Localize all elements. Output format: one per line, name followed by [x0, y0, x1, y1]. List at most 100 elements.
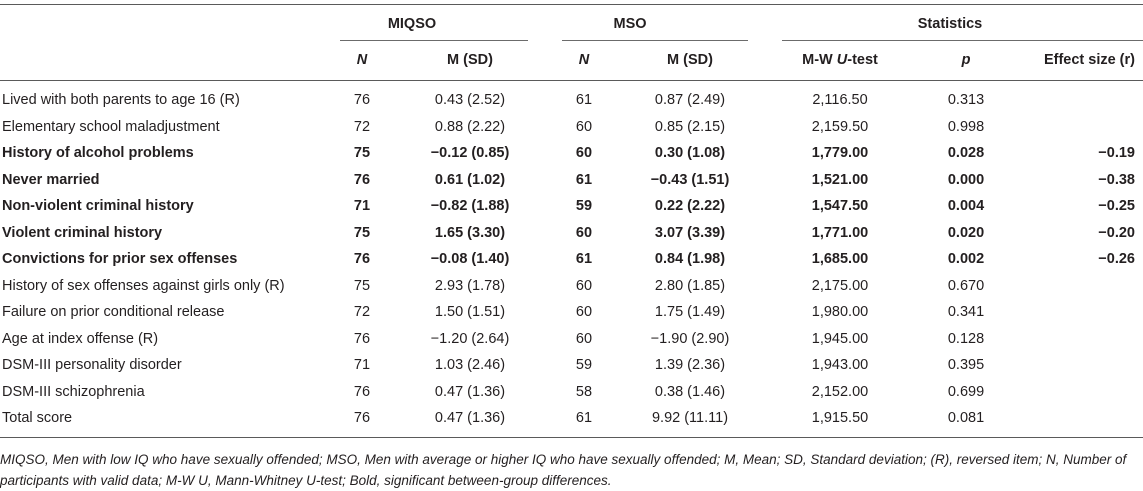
cell-n-mso: 59	[575, 357, 593, 373]
cell-msd-mso: 0.84 (1.98)	[654, 251, 726, 267]
row-label: Total score	[2, 410, 73, 426]
cell-mw-u: 1,915.50	[811, 410, 869, 426]
cell-n-mso: 60	[575, 304, 593, 320]
row-label: DSM-III schizophrenia	[2, 383, 145, 400]
cell-mw-u: 1,685.00	[811, 251, 869, 267]
cell-n-mso: 59	[575, 198, 593, 214]
cell-mw-u: 2,159.50	[811, 118, 869, 135]
row-label: History of alcohol problems	[2, 145, 194, 161]
cell-msd-miqso: 0.61 (1.02)	[434, 171, 506, 188]
cell-n-miqso: 72	[353, 304, 371, 320]
row-label: Convictions for prior sex offenses	[2, 251, 238, 267]
cell-n-miqso: 76	[353, 410, 371, 426]
cell-msd-miqso: 1.65 (3.30)	[434, 224, 506, 241]
cell-p-value: 0.395	[947, 357, 985, 373]
cell-msd-miqso: −0.12 (0.85)	[430, 145, 510, 161]
cell-effect-size: −0.25	[1098, 198, 1135, 214]
row-label: DSM-III personality disorder	[2, 357, 182, 373]
cell-p-value: 0.004	[947, 198, 985, 214]
group-header-mso: MSO	[613, 16, 647, 32]
cell-msd-mso: 3.07 (3.39)	[654, 224, 726, 241]
cell-msd-miqso: 0.47 (1.36)	[434, 383, 506, 400]
cell-n-mso: 60	[575, 277, 593, 294]
cell-p-value: 0.002	[947, 251, 985, 267]
cell-effect-size: −0.38	[1098, 171, 1135, 188]
cell-effect-size: −0.26	[1098, 251, 1135, 267]
col-header-mwu-italic: U	[836, 52, 848, 68]
cell-msd-mso: 0.38 (1.46)	[654, 383, 726, 400]
table-top-rule	[0, 4, 1143, 5]
cell-msd-miqso: −0.08 (1.40)	[430, 251, 510, 267]
cell-msd-miqso: 1.50 (1.51)	[434, 304, 506, 320]
cell-msd-mso: 0.30 (1.08)	[654, 145, 726, 161]
cell-effect-size: −0.19	[1098, 145, 1135, 161]
cell-msd-mso: 9.92 (11.11)	[651, 410, 729, 426]
cell-p-value: 0.020	[947, 224, 985, 241]
cell-n-mso: 61	[575, 171, 593, 188]
cell-msd-miqso: −1.20 (2.64)	[430, 330, 510, 347]
cell-msd-miqso: 0.47 (1.36)	[434, 410, 506, 426]
cell-n-mso: 60	[575, 145, 593, 161]
group-header-miqso: MIQSO	[387, 16, 437, 32]
cell-p-value: 0.000	[947, 171, 985, 188]
group-rule-miqso	[340, 40, 528, 41]
cell-p-value: 0.341	[947, 304, 985, 320]
cell-mw-u: 2,116.50	[812, 92, 868, 108]
cell-n-mso: 61	[575, 410, 593, 426]
cell-msd-mso: 0.22 (2.22)	[654, 198, 726, 214]
row-label: Age at index offense (R)	[2, 330, 159, 347]
cell-msd-mso: −1.90 (2.90)	[650, 330, 730, 347]
col-header-p: p	[961, 52, 971, 68]
cell-n-miqso: 76	[353, 251, 371, 267]
group-rule-statistics	[782, 40, 1143, 41]
row-label: Lived with both parents to age 16 (R)	[2, 92, 240, 108]
cell-mw-u: 1,945.00	[811, 330, 869, 347]
table-bottom-rule	[0, 437, 1143, 438]
cell-msd-mso: 1.39 (2.36)	[654, 357, 726, 373]
cell-p-value: 0.081	[947, 410, 985, 426]
cell-p-value: 0.313	[947, 92, 985, 108]
cell-msd-miqso: −0.82 (1.88)	[430, 198, 510, 214]
cell-n-mso: 60	[575, 118, 593, 135]
col-header-mw-u-test: M-W U-test	[802, 51, 878, 69]
col-header-mwu-suffix: -test	[847, 52, 878, 68]
cell-p-value: 0.670	[947, 277, 985, 294]
cell-msd-mso: 2.80 (1.85)	[654, 277, 726, 294]
cell-n-miqso: 75	[353, 145, 371, 161]
row-label: Never married	[2, 171, 100, 188]
col-header-effect-size: Effect size (r)	[1043, 52, 1135, 68]
cell-msd-mso: 1.75 (1.49)	[654, 304, 726, 320]
cell-n-miqso: 72	[353, 118, 371, 135]
cell-mw-u: 2,175.00	[811, 277, 869, 294]
cell-n-miqso: 76	[353, 383, 371, 400]
cell-n-mso: 58	[575, 383, 593, 400]
col-header-n-miqso: N	[356, 52, 368, 68]
table-footnote: MIQSO, Men with low IQ who have sexually…	[0, 452, 1127, 488]
cell-msd-miqso: 0.88 (2.22)	[434, 118, 506, 135]
cell-effect-size: −0.20	[1098, 224, 1135, 241]
cell-n-miqso: 75	[353, 277, 371, 294]
cell-p-value: 0.699	[947, 383, 985, 400]
col-header-msd-miqso: M (SD)	[447, 52, 493, 68]
cell-msd-miqso: 1.03 (2.46)	[434, 357, 506, 373]
cell-n-miqso: 76	[353, 330, 371, 347]
cell-mw-u: 1,943.00	[811, 357, 869, 373]
col-header-n-mso: N	[578, 52, 590, 68]
cell-n-mso: 61	[575, 92, 593, 108]
row-label: Failure on prior conditional release	[2, 304, 225, 320]
cell-p-value: 0.128	[947, 330, 985, 347]
cell-n-mso: 60	[575, 224, 593, 241]
cell-mw-u: 1,771.00	[811, 224, 869, 241]
cell-n-miqso: 71	[353, 198, 371, 214]
row-label: Violent criminal history	[2, 224, 163, 241]
col-header-msd-mso: M (SD)	[667, 52, 713, 68]
cell-n-mso: 61	[575, 251, 593, 267]
cell-msd-miqso: 2.93 (1.78)	[434, 277, 506, 294]
row-label: Non-violent criminal history	[2, 198, 194, 214]
cell-n-miqso: 76	[353, 92, 371, 108]
cell-mw-u: 2,152.00	[811, 383, 869, 400]
cell-msd-mso: −0.43 (1.51)	[650, 171, 730, 188]
cell-mw-u: 1,547.50	[811, 198, 869, 214]
cell-n-miqso: 75	[353, 224, 371, 241]
group-rule-mso	[562, 40, 748, 41]
